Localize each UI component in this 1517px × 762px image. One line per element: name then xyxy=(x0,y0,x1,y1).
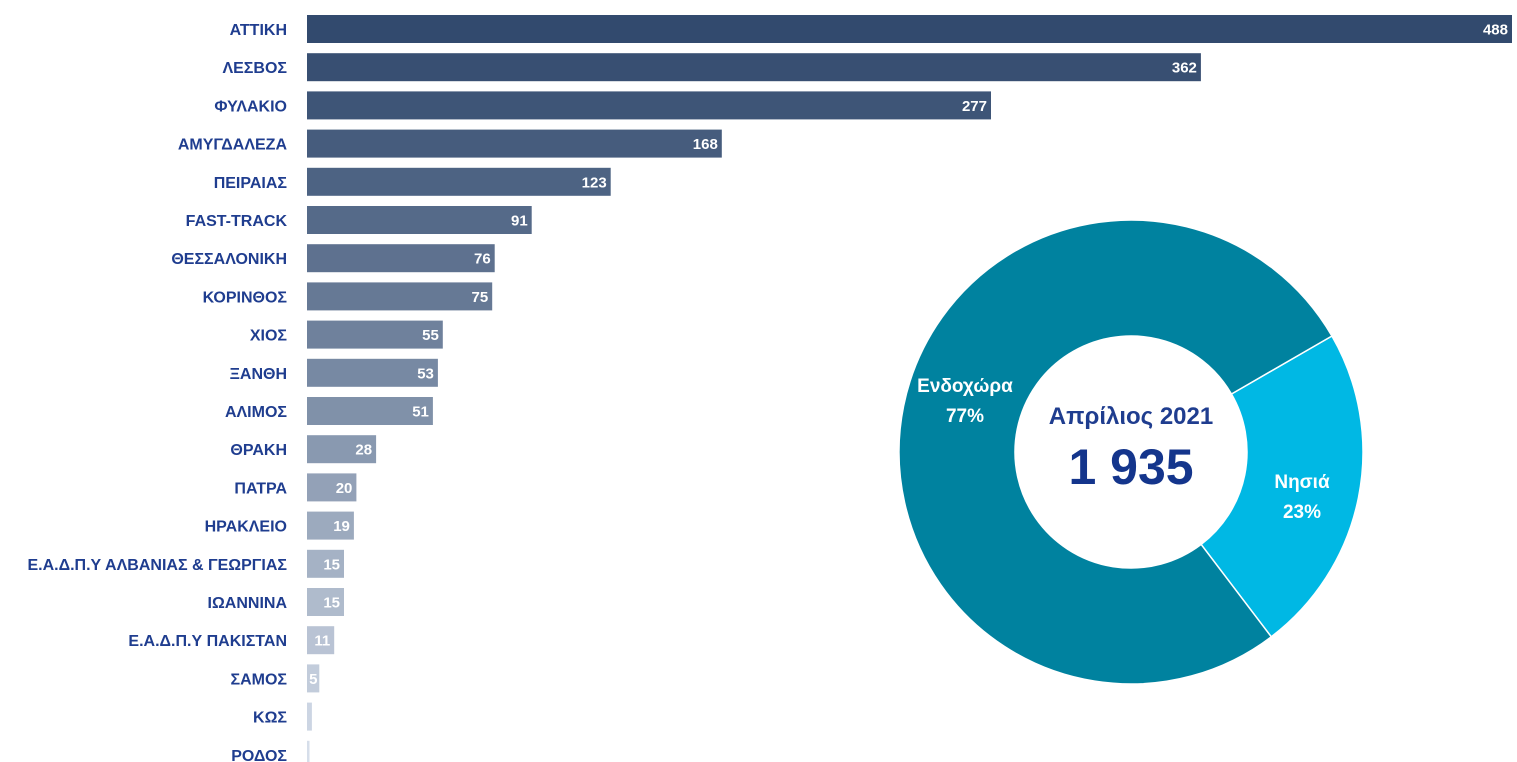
bar xyxy=(307,130,722,158)
bar-value-label: 362 xyxy=(1172,60,1197,77)
bar xyxy=(307,91,991,119)
bar xyxy=(307,282,492,310)
donut-chart: Νησιά 23% Ενδοχώρα 77% Απρίλιος 2021 1 935 xyxy=(899,220,1363,684)
bar xyxy=(307,15,1512,43)
category-label: ΘΡΑΚΗ xyxy=(230,442,287,459)
category-label: ΙΩΑΝΝΙΝΑ xyxy=(208,595,288,612)
donut-slice-label: Νησιά xyxy=(1274,472,1330,493)
category-label: ΑΜΥΓΔΑΛΕΖΑ xyxy=(178,137,288,154)
category-label: ΚΩΣ xyxy=(253,710,287,727)
donut-center-total: 1 935 xyxy=(1068,439,1193,495)
category-label: ΠΕΙΡΑΙΑΣ xyxy=(214,175,288,192)
category-label: ΗΡΑΚΛΕΙΟ xyxy=(205,519,287,536)
donut-center-title: Απρίλιος 2021 xyxy=(1049,403,1213,430)
bar-value-label: 277 xyxy=(962,98,987,115)
bar-value-label: 11 xyxy=(314,633,330,650)
bar xyxy=(307,703,312,731)
bar-value-label: 123 xyxy=(582,174,607,191)
category-label: ΣΑΜΟΣ xyxy=(230,671,287,688)
donut-slice-percent: 77% xyxy=(946,406,984,427)
category-label: ΦΥΛΑΚΙΟ xyxy=(214,98,287,115)
donut-slice-percent: 23% xyxy=(1283,502,1321,523)
category-label: ΘΕΣΣΑΛΟΝΙΚΗ xyxy=(171,251,287,268)
bar xyxy=(307,244,495,272)
category-label: ΑΤΤΙΚΗ xyxy=(230,22,287,39)
bar-value-label: 20 xyxy=(336,480,353,497)
bar-value-label: 91 xyxy=(511,213,528,230)
bar xyxy=(307,53,1201,81)
category-label: ΛΕΣΒΟΣ xyxy=(222,60,287,77)
bar-value-label: 76 xyxy=(474,251,491,268)
bar-value-label: 15 xyxy=(323,556,340,573)
bar-value-label: 19 xyxy=(333,518,350,535)
category-label: ΚΟΡΙΝΘΟΣ xyxy=(203,289,288,306)
bar-value-label: 55 xyxy=(422,327,439,344)
category-label: ΞΑΝΘΗ xyxy=(230,366,287,383)
category-label: ΑΛΙΜΟΣ xyxy=(225,404,287,421)
bar-value-label: 168 xyxy=(693,136,718,153)
bar-value-label: 75 xyxy=(472,289,489,306)
bar-value-label: 15 xyxy=(323,595,340,612)
bar-value-label: 5 xyxy=(309,671,317,688)
bar-value-label: 51 xyxy=(412,404,429,421)
bar xyxy=(307,741,310,762)
category-label: ΠΑΤΡΑ xyxy=(234,480,287,497)
bar-value-label: 28 xyxy=(355,442,372,459)
category-label: ΧΙΟΣ xyxy=(250,328,288,345)
bar xyxy=(307,206,532,234)
category-label: ΡΟΔΟΣ xyxy=(231,748,287,762)
bar-value-label: 488 xyxy=(1483,22,1508,39)
bar-value-label: 53 xyxy=(417,365,434,382)
donut-slice-label: Ενδοχώρα xyxy=(917,376,1013,397)
category-label: Ε.Α.Δ.Π.Υ ΠΑΚΙΣΤΑΝ xyxy=(128,633,287,650)
category-label: FAST-TRACK xyxy=(186,213,288,230)
category-label: Ε.Α.Δ.Π.Υ ΑΛΒΑΝΙΑΣ & ΓΕΩΡΓΙΑΣ xyxy=(27,557,287,574)
bar xyxy=(307,168,611,196)
